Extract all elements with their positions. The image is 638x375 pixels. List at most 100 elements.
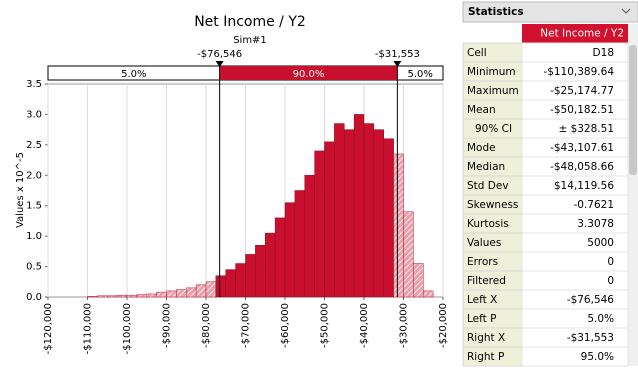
histogram-bar (225, 269, 236, 298)
histogram-bar (383, 138, 394, 298)
delimiter-handle (393, 61, 402, 67)
column-title: Net Income / Y2 (540, 28, 624, 40)
stat-value: $14,119.56 (554, 180, 614, 192)
delimiter-label: -$31,553 (375, 49, 420, 60)
histogram-bar (195, 284, 207, 298)
stat-value: -$31,553 (567, 332, 614, 344)
x-tick-label: -$40,000 (359, 303, 370, 348)
stat-label: Left P (467, 313, 496, 325)
stat-label: Mode (467, 142, 496, 154)
x-tick-label: -$50,000 (320, 303, 331, 348)
stat-label: Minimum (467, 66, 516, 78)
stat-label: Values (467, 237, 501, 249)
stat-label: Filtered (467, 275, 506, 287)
stat-label: Skewness (467, 199, 518, 211)
column-header (522, 24, 628, 43)
panel-title: Statistics (468, 6, 524, 18)
histogram-bar (255, 245, 266, 298)
stat-value: -0.7621 (573, 199, 614, 211)
stat-value: -$110,389.64 (543, 66, 614, 78)
stat-value: 5.0% (587, 313, 614, 325)
y-tick-label: 0.0 (26, 292, 42, 303)
region-label: 90.0% (293, 69, 325, 80)
stat-value: ± $328.51 (558, 123, 614, 135)
chart: Net Income / Y2 Sim#1 Values x 10^-5 0.0… (15, 14, 449, 354)
region-label: 5.0% (407, 69, 432, 80)
dropdown-icon[interactable] (621, 8, 631, 14)
x-tick-label: -$110,000 (83, 303, 94, 354)
y-tick-label: 1.0 (26, 231, 42, 242)
stat-label: Kurtosis (467, 218, 509, 230)
y-tick-label: 3.0 (26, 109, 42, 120)
stat-value: -$25,174.77 (550, 85, 614, 97)
scrollbar[interactable] (628, 24, 638, 366)
histogram-bar (107, 295, 118, 298)
delimiter-label: -$76,546 (197, 49, 242, 60)
histogram-bar (274, 217, 286, 298)
stat-label: Mean (467, 104, 496, 116)
x-tick-label: -$90,000 (162, 303, 173, 348)
histogram-bar (205, 281, 217, 298)
histogram-bar (393, 153, 404, 298)
histogram-bar (146, 293, 157, 298)
histogram-bar (324, 141, 335, 298)
stat-value-cell (521, 346, 629, 367)
stat-label: Errors (467, 256, 498, 268)
histogram-bar (176, 289, 187, 298)
histogram-bar (423, 290, 434, 298)
stat-label: Cell (467, 47, 487, 59)
y-tick-label: 1.5 (26, 201, 42, 212)
stat-label: Maximum (467, 85, 519, 97)
y-tick-label: 3.5 (26, 79, 42, 90)
histogram-bar (265, 232, 276, 298)
x-tick-label: -$120,000 (43, 303, 54, 354)
histogram-bar (413, 263, 424, 298)
stat-value: -$50,182.51 (550, 104, 614, 116)
y-tick-label: 0.5 (26, 262, 42, 273)
stat-label: 90% CI (475, 123, 512, 135)
x-tick-label: -$20,000 (438, 303, 449, 348)
region-label: 5.0% (121, 69, 146, 80)
histogram-bar (284, 202, 296, 298)
scroll-thumb[interactable] (629, 45, 637, 175)
statistics-panel: Statistics Net Income / Y2 Cell D18 Minimu… (462, 1, 638, 367)
stat-value: 0 (607, 275, 614, 287)
y-tick-label: 2.0 (26, 170, 42, 181)
stat-value: 3.3078 (577, 218, 614, 230)
stat-value: D18 (593, 47, 614, 59)
stat-value: 0 (607, 256, 614, 268)
histogram-bar (363, 123, 375, 298)
y-tick-label: 2.5 (26, 140, 42, 151)
histogram-bar (166, 290, 177, 298)
delimiter-middle (219, 66, 398, 80)
histogram-bar (245, 254, 256, 298)
histogram-bar (126, 294, 138, 298)
stat-label: Right X (467, 332, 505, 344)
histogram-bar (314, 150, 325, 298)
stat-value: -$48,058.66 (550, 161, 614, 173)
subtitle: Sim#1 (233, 35, 267, 46)
y-axis-label: Values x 10^-5 (15, 152, 26, 228)
histogram-bar (156, 291, 167, 298)
histogram-bar (403, 211, 414, 298)
histogram-bar (215, 275, 226, 298)
histogram-bar (334, 123, 345, 298)
stat-label: Std Dev (467, 180, 509, 192)
x-tick-label: -$100,000 (122, 303, 133, 354)
x-tick-label: -$60,000 (280, 303, 291, 348)
histogram-bar (344, 129, 355, 298)
histogram-bar (373, 129, 384, 298)
x-tick-label: -$80,000 (201, 303, 212, 348)
histogram-bar (294, 190, 305, 298)
histogram-bar (235, 263, 246, 298)
stat-value: 5000 (587, 237, 614, 249)
histogram-bar (353, 114, 365, 298)
chart-title: Net Income / Y2 (194, 14, 306, 30)
histogram-bar (186, 287, 197, 298)
stat-label: Left X (467, 294, 497, 306)
x-tick-label: -$30,000 (399, 303, 410, 348)
stat-label: Median (467, 161, 505, 173)
stat-label: Right P (467, 351, 504, 363)
x-tick-label: -$70,000 (241, 303, 252, 348)
